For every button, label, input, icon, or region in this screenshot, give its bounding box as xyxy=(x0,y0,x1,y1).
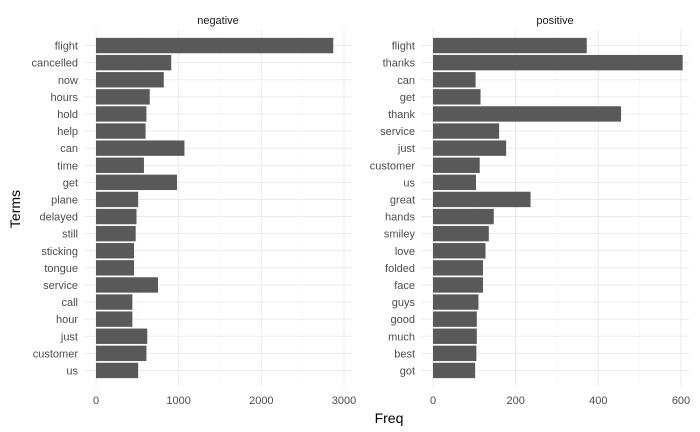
bar-positive-flight xyxy=(433,37,587,54)
y-tick-label: cancelled xyxy=(32,58,78,70)
bar-negative-help xyxy=(96,123,146,139)
bar-negative-sticking xyxy=(96,243,135,259)
facet-title: negative xyxy=(197,15,239,27)
y-tick-label: service xyxy=(43,280,78,292)
bar-positive-good xyxy=(433,311,477,327)
y-tick-label: customer xyxy=(33,348,79,360)
y-tick-label: flight xyxy=(392,41,415,53)
bar-positive-service xyxy=(433,123,500,139)
bar-positive-thank xyxy=(433,106,622,122)
bar-negative-hold xyxy=(96,106,147,122)
bar-negative-hours xyxy=(96,89,150,105)
y-tick-label: best xyxy=(394,348,415,360)
y-tick-label: us xyxy=(403,177,415,189)
y-tick-label: can xyxy=(397,75,415,87)
y-tick-label: call xyxy=(61,297,78,309)
bar-negative-call xyxy=(96,294,133,310)
bar-positive-folded xyxy=(433,260,484,276)
x-tick-label: 2000 xyxy=(249,395,273,407)
bar-positive-much xyxy=(433,328,477,344)
bar-positive-best xyxy=(433,345,477,362)
bar-positive-face xyxy=(433,277,484,293)
bar-negative-get xyxy=(96,174,178,191)
y-tick-label: plane xyxy=(51,194,78,206)
bar-positive-got xyxy=(433,362,476,379)
y-tick-label: get xyxy=(400,92,415,104)
y-tick-label: time xyxy=(57,160,78,172)
y-tick-label: now xyxy=(58,75,78,87)
bar-positive-hands xyxy=(433,208,494,225)
bar-positive-great xyxy=(433,191,531,208)
x-tick-label: 400 xyxy=(589,395,607,407)
bar-negative-service xyxy=(96,277,158,293)
bar-positive-get xyxy=(433,89,481,105)
bar-negative-still xyxy=(96,225,136,242)
y-tick-label: thanks xyxy=(383,58,416,70)
facet-positive: positive flight thanks can get thank service ju… xyxy=(370,15,690,407)
bar-positive-smiley xyxy=(433,225,489,242)
y-tick-label: got xyxy=(400,365,415,377)
x-tick-label: 0 xyxy=(430,395,436,407)
bar-negative-delayed xyxy=(96,208,137,225)
bar-negative-tongue xyxy=(96,260,135,276)
y-tick-label: flight xyxy=(55,41,78,53)
y-tick-label: face xyxy=(394,280,415,292)
y-tick-label: just xyxy=(397,143,415,155)
bar-positive-us xyxy=(433,174,476,191)
y-axis-title: Terms xyxy=(7,190,23,228)
y-tick-label: good xyxy=(391,314,415,326)
bar-positive-can xyxy=(433,72,476,88)
bar-negative-flight xyxy=(96,37,334,54)
y-tick-label: hands xyxy=(385,212,415,224)
bar-positive-love xyxy=(433,243,486,259)
bar-negative-customer xyxy=(96,345,147,362)
bar-negative-cancelled xyxy=(96,54,172,71)
y-tick-label: thank xyxy=(388,109,415,121)
y-tick-label: service xyxy=(380,126,415,138)
y-tick-label: can xyxy=(60,143,78,155)
bar-positive-thanks xyxy=(433,54,683,71)
y-tick-label: folded xyxy=(385,263,415,275)
y-tick-label: help xyxy=(57,126,78,138)
facet-negative: negative flight cancelled now hours hold help c… xyxy=(32,15,357,407)
y-tick-label: much xyxy=(388,331,415,343)
y-tick-label: get xyxy=(63,177,78,189)
y-tick-label: love xyxy=(395,246,415,258)
bar-negative-time xyxy=(96,157,144,173)
y-tick-label: hour xyxy=(56,314,78,326)
y-tick-label: delayed xyxy=(39,212,78,224)
x-tick-label: 200 xyxy=(506,395,524,407)
y-tick-label: tongue xyxy=(44,263,78,275)
bar-negative-now xyxy=(96,72,164,88)
y-tick-label: customer xyxy=(370,160,416,172)
x-tick-label: 0 xyxy=(93,395,99,407)
x-tick-label: 1000 xyxy=(166,395,190,407)
y-tick-label: hours xyxy=(50,92,78,104)
x-axis-title: Freq xyxy=(375,410,404,426)
bar-positive-customer xyxy=(433,157,480,173)
x-tick-label: 600 xyxy=(672,395,690,407)
y-tick-label: sticking xyxy=(41,246,78,258)
y-tick-label: smiley xyxy=(384,229,416,241)
bar-negative-plane xyxy=(96,191,139,208)
y-tick-label: hold xyxy=(57,109,78,121)
y-tick-label: still xyxy=(62,229,78,241)
y-tick-label: guys xyxy=(392,297,416,309)
bar-positive-just xyxy=(433,140,507,156)
y-tick-label: us xyxy=(66,365,78,377)
x-tick-label: 3000 xyxy=(332,395,356,407)
bar-negative-hour xyxy=(96,311,133,327)
facet-title: positive xyxy=(536,15,573,27)
bar-negative-us xyxy=(96,362,139,379)
bar-positive-guys xyxy=(433,294,479,310)
y-tick-label: just xyxy=(60,331,78,343)
bar-negative-can xyxy=(96,140,185,156)
y-tick-label: great xyxy=(390,194,415,206)
bar-negative-just xyxy=(96,328,148,344)
